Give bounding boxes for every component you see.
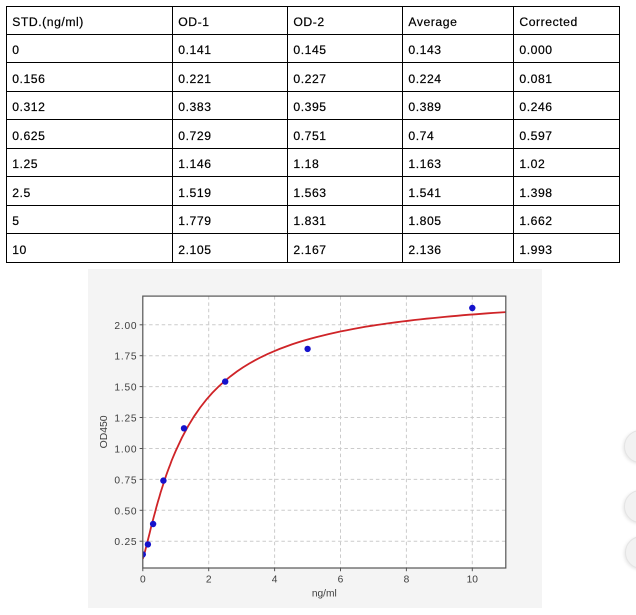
svg-text:10: 10	[467, 575, 479, 586]
svg-text:2: 2	[206, 575, 212, 586]
svg-text:0: 0	[140, 575, 146, 586]
svg-text:OD450: OD450	[99, 415, 110, 448]
svg-text:1.25: 1.25	[115, 414, 138, 425]
svg-text:ng/ml: ng/ml	[312, 588, 337, 599]
svg-text:1.75: 1.75	[115, 352, 138, 363]
svg-text:2.00: 2.00	[115, 321, 138, 332]
svg-text:1.50: 1.50	[115, 383, 138, 394]
svg-text:0.25: 0.25	[115, 537, 138, 548]
svg-text:4: 4	[272, 575, 278, 586]
svg-text:8: 8	[404, 575, 410, 586]
svg-text:1.00: 1.00	[115, 445, 138, 456]
svg-text:0.75: 0.75	[115, 476, 138, 487]
svg-text:0.50: 0.50	[115, 506, 138, 517]
svg-text:6: 6	[338, 575, 344, 586]
